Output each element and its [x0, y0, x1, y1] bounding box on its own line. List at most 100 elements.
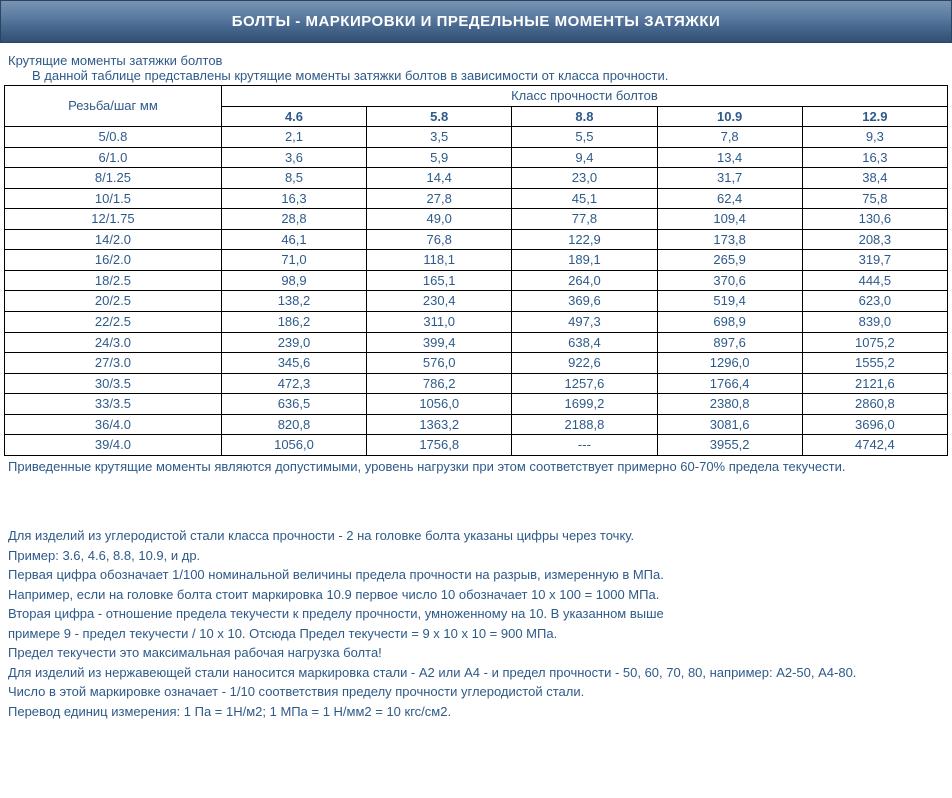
section-subtitle: Крутящие моменты затяжки болтов: [8, 53, 948, 68]
thread-cell: 33/3.5: [5, 394, 222, 415]
value-cell: 623,0: [802, 291, 947, 312]
value-cell: 27,8: [367, 188, 512, 209]
thread-cell: 27/3.0: [5, 353, 222, 374]
class-header-cell: 10.9: [657, 106, 802, 127]
table-row: 33/3.5636,51056,01699,22380,82860,8: [5, 394, 948, 415]
value-cell: 13,4: [657, 147, 802, 168]
thread-cell: 20/2.5: [5, 291, 222, 312]
value-cell: 28,8: [221, 209, 366, 230]
value-cell: 46,1: [221, 229, 366, 250]
value-cell: 264,0: [512, 270, 657, 291]
value-cell: 638,4: [512, 332, 657, 353]
value-cell: 1075,2: [802, 332, 947, 353]
value-cell: 208,3: [802, 229, 947, 250]
value-cell: 230,4: [367, 291, 512, 312]
value-cell: 8,5: [221, 168, 366, 189]
value-cell: 3081,6: [657, 414, 802, 435]
table-row: 18/2.598,9165,1264,0370,6444,5: [5, 270, 948, 291]
value-cell: 45,1: [512, 188, 657, 209]
value-cell: 71,0: [221, 250, 366, 271]
value-cell: 62,4: [657, 188, 802, 209]
explanation-line: Первая цифра обозначает 1/100 номинально…: [8, 565, 944, 585]
table-row: 16/2.071,0118,1189,1265,9319,7: [5, 250, 948, 271]
explanation-line: Например, если на головке болта стоит ма…: [8, 585, 944, 605]
explanation-line: Пример: 3.6, 4.6, 8.8, 10.9, и др.: [8, 546, 944, 566]
value-cell: 3,5: [367, 127, 512, 148]
value-cell: 1257,6: [512, 373, 657, 394]
value-cell: 14,4: [367, 168, 512, 189]
value-cell: 1056,0: [367, 394, 512, 415]
value-cell: 5,9: [367, 147, 512, 168]
value-cell: 1056,0: [221, 435, 366, 456]
value-cell: 2860,8: [802, 394, 947, 415]
value-cell: 38,4: [802, 168, 947, 189]
value-cell: 399,4: [367, 332, 512, 353]
thread-cell: 39/4.0: [5, 435, 222, 456]
value-cell: 122,9: [512, 229, 657, 250]
value-cell: 23,0: [512, 168, 657, 189]
value-cell: 138,2: [221, 291, 366, 312]
thread-cell: 18/2.5: [5, 270, 222, 291]
class-group-header: Класс прочности болтов: [221, 86, 947, 107]
value-cell: 698,9: [657, 312, 802, 333]
value-cell: 77,8: [512, 209, 657, 230]
table-row: 22/2.5186,2311,0497,3698,9839,0: [5, 312, 948, 333]
table-row: 12/1.7528,849,077,8109,4130,6: [5, 209, 948, 230]
thread-cell: 14/2.0: [5, 229, 222, 250]
value-cell: 7,8: [657, 127, 802, 148]
value-cell: 5,5: [512, 127, 657, 148]
thread-cell: 30/3.5: [5, 373, 222, 394]
value-cell: 1296,0: [657, 353, 802, 374]
value-cell: 239,0: [221, 332, 366, 353]
table-body: 5/0.82,13,55,57,89,36/1.03,65,99,413,416…: [5, 127, 948, 456]
value-cell: 1555,2: [802, 353, 947, 374]
table-row: 30/3.5472,3786,21257,61766,42121,6: [5, 373, 948, 394]
table-row: 20/2.5138,2230,4369,6519,4623,0: [5, 291, 948, 312]
explanation-line: Число в этой маркировке означает - 1/10 …: [8, 682, 944, 702]
table-row: 8/1.258,514,423,031,738,4: [5, 168, 948, 189]
value-cell: 265,9: [657, 250, 802, 271]
explanation-line: Для изделий из нержавеющей стали наносит…: [8, 663, 944, 683]
thread-cell: 24/3.0: [5, 332, 222, 353]
banner-title: БОЛТЫ - МАРКИРОВКИ И ПРЕДЕЛЬНЫЕ МОМЕНТЫ …: [232, 13, 721, 30]
value-cell: 311,0: [367, 312, 512, 333]
explanation-line: примере 9 - предел текучести / 10 х 10. …: [8, 624, 944, 644]
table-row: 10/1.516,327,845,162,475,8: [5, 188, 948, 209]
class-header-cell: 4.6: [221, 106, 366, 127]
value-cell: 820,8: [221, 414, 366, 435]
value-cell: 636,5: [221, 394, 366, 415]
value-cell: 109,4: [657, 209, 802, 230]
value-cell: 165,1: [367, 270, 512, 291]
value-cell: 9,4: [512, 147, 657, 168]
value-cell: 189,1: [512, 250, 657, 271]
thread-cell: 16/2.0: [5, 250, 222, 271]
value-cell: 519,4: [657, 291, 802, 312]
class-header-cell: 12.9: [802, 106, 947, 127]
thread-cell: 5/0.8: [5, 127, 222, 148]
value-cell: ---: [512, 435, 657, 456]
value-cell: 576,0: [367, 353, 512, 374]
page-content: Крутящие моменты затяжки болтов В данной…: [0, 43, 952, 731]
value-cell: 3696,0: [802, 414, 947, 435]
value-cell: 1756,8: [367, 435, 512, 456]
table-row: 6/1.03,65,99,413,416,3: [5, 147, 948, 168]
explanation-line: Вторая цифра - отношение предела текучес…: [8, 604, 944, 624]
thread-cell: 8/1.25: [5, 168, 222, 189]
explanation-block: Для изделий из углеродистой стали класса…: [8, 526, 944, 721]
value-cell: 444,5: [802, 270, 947, 291]
table-row: 36/4.0820,81363,22188,83081,63696,0: [5, 414, 948, 435]
table-row: 24/3.0239,0399,4638,4897,61075,2: [5, 332, 948, 353]
value-cell: 2188,8: [512, 414, 657, 435]
value-cell: 2121,6: [802, 373, 947, 394]
value-cell: 76,8: [367, 229, 512, 250]
value-cell: 370,6: [657, 270, 802, 291]
value-cell: 922,6: [512, 353, 657, 374]
thread-cell: 10/1.5: [5, 188, 222, 209]
thread-header: Резьба/шаг мм: [5, 86, 222, 127]
value-cell: 345,6: [221, 353, 366, 374]
value-cell: 118,1: [367, 250, 512, 271]
note-text: Приведенные крутящие моменты являются до…: [8, 458, 944, 476]
value-cell: 173,8: [657, 229, 802, 250]
value-cell: 130,6: [802, 209, 947, 230]
value-cell: 2380,8: [657, 394, 802, 415]
